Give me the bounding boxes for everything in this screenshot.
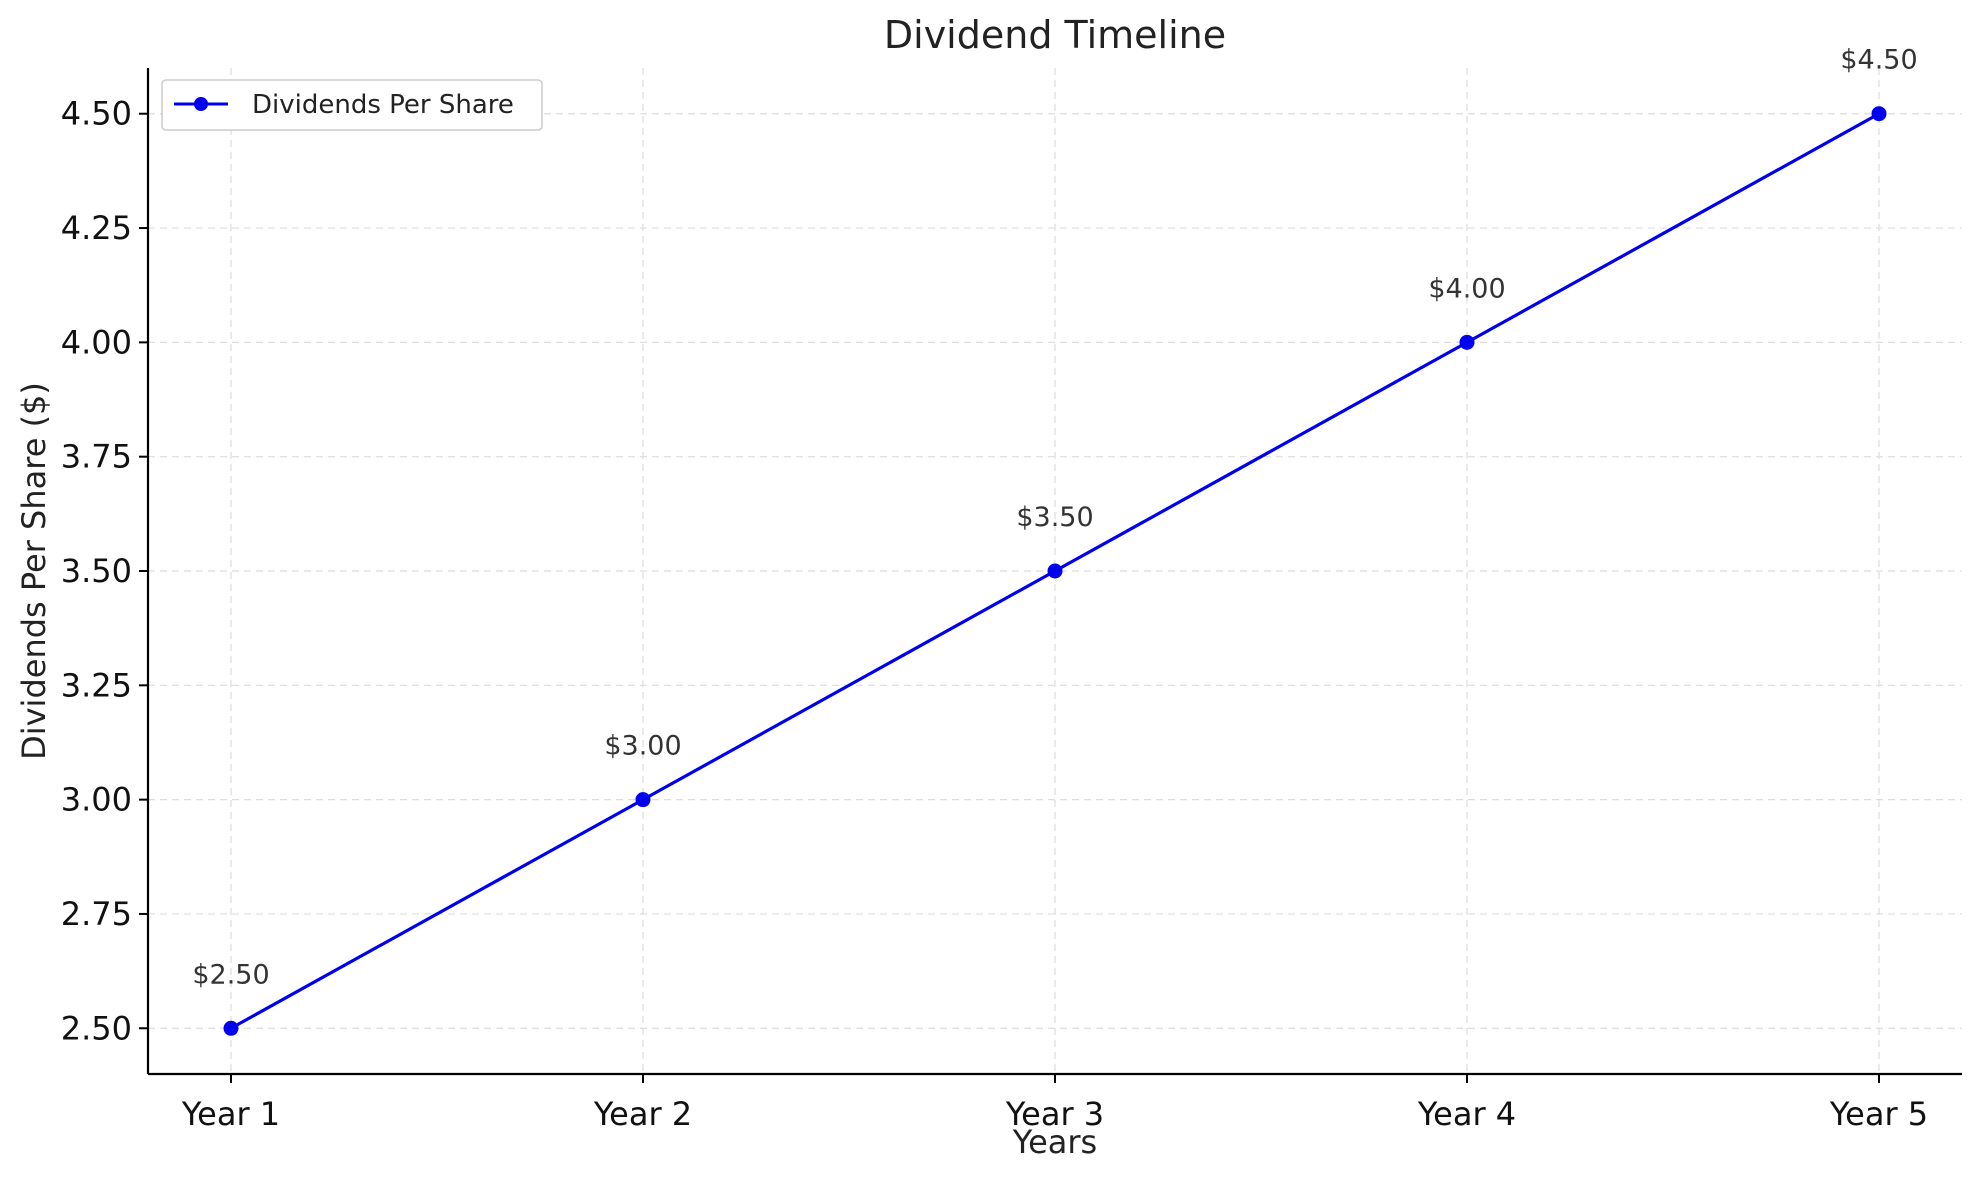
x-tick-label: Year 3: [1005, 1095, 1104, 1133]
x-tick-label: Year 2: [593, 1095, 692, 1133]
legend-marker-swatch: [194, 97, 208, 111]
x-axis-label: Years: [1012, 1123, 1097, 1161]
y-tick-label: 3.00: [61, 781, 132, 819]
x-tick-label: Year 1: [181, 1095, 280, 1133]
x-tick-label: Year 4: [1417, 1095, 1516, 1133]
y-tick-label: 3.50: [61, 552, 132, 590]
legend-box: [161, 79, 543, 131]
y-tick-label: 4.50: [61, 95, 132, 133]
y-tick-label: 3.75: [61, 438, 132, 476]
data-label: $3.50: [1016, 502, 1093, 533]
data-point: [1047, 563, 1063, 579]
data-point: [223, 1020, 239, 1036]
data-point: [635, 792, 651, 808]
data-label: $4.50: [1840, 45, 1917, 76]
y-tick-label: 4.25: [61, 209, 132, 247]
chart-title: Dividend Timeline: [884, 13, 1226, 57]
legend-entry: Dividends Per Share: [252, 90, 514, 120]
y-tick-label: 4.00: [61, 323, 132, 361]
y-tick-label: 2.50: [61, 1009, 132, 1047]
data-point: [1459, 334, 1475, 350]
data-point: [1871, 106, 1887, 122]
y-tick-label: 2.75: [61, 895, 132, 933]
legend: Dividends Per Share: [161, 79, 543, 131]
data-label: $2.50: [192, 959, 269, 990]
x-tick-label: Year 5: [1829, 1095, 1928, 1133]
tick-labels: 2.50 2.75 3.00 3.25 3.50 3.75 4.00 4.25 4.50 Year…: [61, 95, 1928, 1133]
y-tick-label: 3.25: [61, 666, 132, 704]
data-label: $3.00: [604, 731, 681, 762]
y-axis-label: Dividends Per Share ($): [15, 382, 53, 760]
data-series: [223, 106, 1887, 1036]
data-labels: $2.50 $3.00 $3.50 $4.00 $4.50: [192, 45, 1917, 991]
data-label: $4.00: [1428, 273, 1505, 304]
